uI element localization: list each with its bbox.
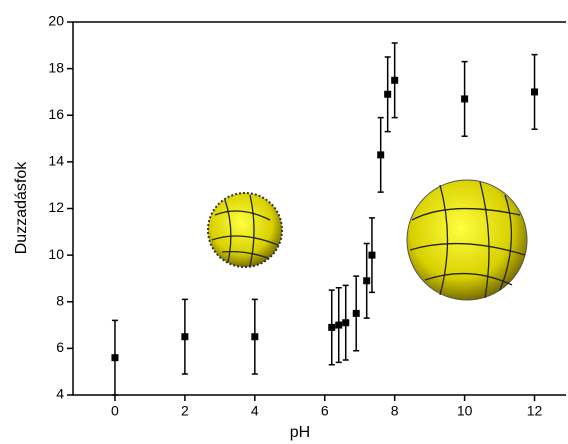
data-point [368, 251, 376, 259]
swollen-gel-illustration [406, 179, 528, 301]
y-tick-label: 16 [48, 106, 64, 122]
y-tick-label: 4 [56, 386, 64, 402]
data-point [391, 76, 399, 84]
y-axis-label: Duzzadásfok [13, 161, 30, 254]
data-point [363, 277, 371, 285]
small-gel-illustration [207, 192, 283, 268]
data-point [342, 319, 350, 327]
x-tick-label: 2 [181, 403, 189, 419]
x-tick-label: 10 [457, 403, 473, 419]
data-point [377, 151, 385, 159]
x-tick-label: 6 [321, 403, 329, 419]
x-tick-label: 12 [527, 403, 543, 419]
data-point [531, 88, 539, 96]
x-tick-label: 8 [391, 403, 399, 419]
data-point [251, 333, 259, 341]
y-tick-label: 6 [56, 339, 64, 355]
y-tick-label: 12 [48, 199, 64, 215]
y-tick-label: 10 [48, 246, 64, 262]
data-point [111, 354, 119, 362]
data-point [181, 333, 189, 341]
x-tick-label: 4 [251, 403, 259, 419]
y-tick-label: 14 [48, 153, 64, 169]
data-point [352, 309, 360, 317]
x-tick-label: 0 [111, 403, 119, 419]
y-tick-label: 18 [48, 59, 64, 75]
y-tick-label: 8 [56, 292, 64, 308]
y-tick-label: 20 [48, 13, 64, 29]
data-point [461, 95, 469, 103]
data-point [384, 90, 392, 98]
data-point [328, 323, 336, 331]
x-axis-label: pH [290, 424, 310, 441]
data-point [335, 321, 343, 329]
